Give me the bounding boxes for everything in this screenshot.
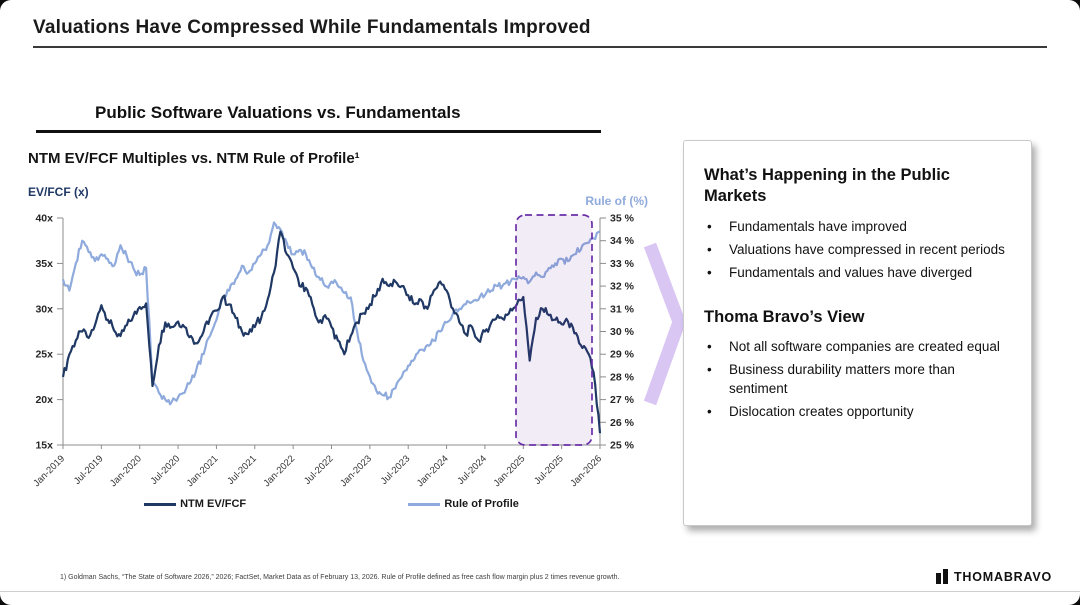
chevron-right-icon [643, 242, 686, 406]
logo-text: THOMABRAVO [954, 569, 1053, 584]
left-tick-label: 30x [35, 303, 53, 315]
right-axis-title: Rule of (%) [585, 194, 648, 208]
legend-item: Rule of Profile [408, 498, 519, 510]
x-tick-label: Jul-2021 [225, 453, 259, 487]
title-underline [33, 46, 1047, 48]
legend-label: Rule of Profile [444, 498, 519, 510]
right-tick-label: 30 % [610, 326, 635, 338]
view-bullet-list: Not all software companies are created e… [704, 338, 1013, 422]
x-tick-label: Jan-2020 [108, 453, 144, 489]
right-tick-label: 33 % [610, 258, 635, 270]
x-tick-label: Jan-2019 [31, 453, 67, 489]
x-tick-label: Jul-2020 [149, 453, 183, 487]
right-tick-label: 26 % [610, 417, 635, 429]
commentary-panel: What’s Happening in the Public Markets F… [683, 140, 1032, 526]
right-tick-label: 32 % [610, 281, 635, 293]
footnote: 1) Goldman Sachs, “The State of Software… [60, 574, 620, 581]
left-tick-label: 25x [35, 349, 53, 361]
left-axis-title: EV/FCF (x) [28, 185, 89, 199]
right-tick-label: 25 % [610, 440, 635, 452]
markets-bullet-list: Fundamentals have improved Valuations hav… [704, 218, 1013, 283]
right-tick-label: 34 % [610, 235, 635, 247]
bullet-item: Valuations have compressed in recent per… [704, 241, 1013, 260]
footer-divider [0, 591, 1080, 592]
thoma-bravo-logo: THOMABRAVO [936, 569, 1052, 584]
x-tick-label: Jan-2023 [338, 453, 374, 489]
right-tick-label: 29 % [610, 349, 635, 361]
logo-bars-icon [936, 569, 948, 584]
panel-heading-view: Thoma Bravo’s View [704, 307, 865, 326]
x-tick-label: Jul-2023 [379, 453, 413, 487]
x-tick-label: Jul-2024 [455, 453, 489, 487]
left-tick-label: 40x [35, 213, 53, 225]
chart-line-ntm-ev-fcf [61, 230, 602, 434]
x-tick-label: Jan-2026 [568, 453, 604, 489]
left-tick-label: 20x [35, 394, 53, 406]
legend-line-swatch [144, 502, 177, 506]
page-title: Valuations Have Compressed While Fundame… [33, 17, 591, 38]
bullet-item: Not all software companies are created e… [704, 338, 1013, 357]
legend-item: NTM EV/FCF [144, 498, 246, 510]
legend-label: NTM EV/FCF [180, 498, 247, 510]
right-tick-label: 31 % [610, 303, 635, 315]
x-tick-label: Jul-2025 [532, 453, 566, 487]
x-tick-label: Jan-2024 [415, 453, 451, 489]
right-tick-label: 35 % [610, 213, 635, 225]
panel-heading-markets: What’s Happening in the Public Markets [704, 166, 950, 206]
chart-title: NTM EV/FCF Multiples vs. NTM Rule of Pro… [28, 150, 360, 167]
x-tick-label: Jan-2021 [185, 453, 221, 489]
bullet-item: Dislocation creates opportunity [704, 403, 1013, 422]
valuation-chart: 40x 35x 30x 25x 20x 15x 35 % 34 % 33 % 32 % 31 % 30… [31, 213, 686, 489]
right-tick-label: 28 % [610, 371, 635, 383]
highlight-region [515, 214, 593, 446]
legend-line-swatch [408, 502, 441, 506]
x-tick-label: Jan-2022 [261, 453, 297, 489]
left-tick-label: 35x [35, 258, 53, 270]
chart-legend: NTM EV/FCF Rule of Profile [63, 498, 600, 510]
section-title: Public Software Valuations vs. Fundament… [95, 103, 461, 122]
x-tick-label: Jan-2025 [492, 453, 528, 489]
bullet-item: Business durability matters more than se… [704, 361, 1013, 399]
x-tick-label: Jul-2022 [302, 453, 336, 487]
right-tick-label: 27 % [610, 394, 635, 406]
section-underline [36, 130, 601, 133]
left-tick-label: 15x [35, 440, 53, 452]
x-tick-label: Jul-2019 [72, 453, 106, 487]
bullet-item: Fundamentals have improved [704, 218, 1013, 237]
bullet-item: Fundamentals and values have diverged [704, 264, 1013, 283]
